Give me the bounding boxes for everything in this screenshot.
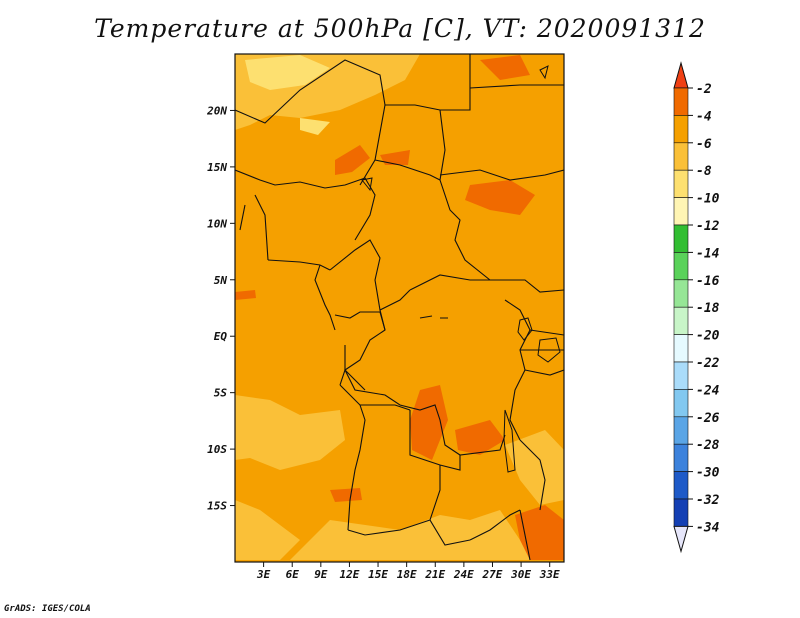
colorbar-label: -8 xyxy=(696,164,712,179)
colorbar-swatch xyxy=(673,197,689,226)
lat-tick-label: 5S xyxy=(214,387,228,400)
chart-title: Temperature at 500hPa [C], VT: 202009131… xyxy=(94,14,706,43)
lakes xyxy=(361,65,561,473)
lon-tick-label: 3E xyxy=(256,568,271,581)
colorbar-swatch xyxy=(673,306,689,335)
longitude-axis: 3E 6E 9E 12E 15E 18E 21E 24E 27E 30E 33E xyxy=(256,562,560,581)
colorbar-swatch xyxy=(673,279,689,308)
lon-tick-label: 21E xyxy=(424,568,445,581)
colorbar-swatch xyxy=(673,334,689,363)
temperature-field xyxy=(235,54,564,562)
lat-tick-label: 5N xyxy=(214,274,228,287)
colorbar-label: -26 xyxy=(696,411,720,426)
colorbar-swatch xyxy=(673,224,689,253)
lon-tick-label: 30E xyxy=(510,568,531,581)
colorbar-max-arrow xyxy=(673,61,689,89)
colorbar-swatch xyxy=(673,252,689,281)
colorbar-swatch xyxy=(673,389,689,418)
lat-tick-label: 15S xyxy=(207,500,227,513)
colorbar-swatch xyxy=(673,498,689,527)
colorbar-label: -22 xyxy=(696,356,720,371)
colorbar-label: -32 xyxy=(696,493,720,508)
colorbar-label: -30 xyxy=(696,466,720,481)
colorbar: -2 -4 -6 -8 -10 -12 -14 -16 -18 -20 -22 -24 -26 -28 -3… xyxy=(673,61,720,554)
lat-tick-label: EQ xyxy=(214,330,228,343)
colorbar-label: -4 xyxy=(696,109,712,124)
colorbar-swatch xyxy=(673,443,689,472)
colorbar-swatch xyxy=(673,87,689,116)
lon-tick-label: 33E xyxy=(539,568,560,581)
lon-tick-label: 24E xyxy=(453,568,474,581)
lat-tick-label: 15N xyxy=(207,161,227,174)
colorbar-label: -16 xyxy=(696,274,720,289)
lon-tick-label: 6E xyxy=(286,568,300,581)
lon-tick-label: 15E xyxy=(368,568,388,581)
colorbar-swatch xyxy=(673,169,689,198)
colorbar-swatch xyxy=(673,361,689,390)
lon-tick-label: 9E xyxy=(314,568,328,581)
colorbar-label: -14 xyxy=(696,246,720,261)
lon-tick-label: 27E xyxy=(482,568,503,581)
colorbar-swatch xyxy=(673,416,689,445)
lon-tick-label: 18E xyxy=(397,568,417,581)
colorbar-label: -28 xyxy=(696,438,720,453)
colorbar-swatch xyxy=(673,115,689,144)
colorbar-label: -10 xyxy=(696,192,720,207)
colorbar-min-arrow xyxy=(673,525,689,554)
colorbar-label: -12 xyxy=(696,219,720,234)
lat-tick-label: 10S xyxy=(207,443,227,456)
colorbar-label: -24 xyxy=(696,383,720,398)
colorbar-label: -20 xyxy=(696,329,720,344)
lat-tick-label: 20N xyxy=(206,104,227,117)
latitude-axis: 20N 15N 10N 5N EQ 5S 10S 15S xyxy=(206,104,235,513)
colorbar-swatch xyxy=(673,471,689,500)
map-frame xyxy=(234,53,565,563)
colorbar-label: -6 xyxy=(696,137,712,152)
colorbar-label: -34 xyxy=(696,520,720,535)
country-borders xyxy=(235,54,564,561)
colorbar-label: -2 xyxy=(696,82,712,97)
lon-tick-label: 12E xyxy=(339,568,359,581)
colorbar-swatch xyxy=(673,142,689,171)
footer-credit: GrADS: IGES/COLA xyxy=(4,604,91,614)
lat-tick-label: 10N xyxy=(207,217,227,230)
colorbar-label: -18 xyxy=(696,301,720,316)
